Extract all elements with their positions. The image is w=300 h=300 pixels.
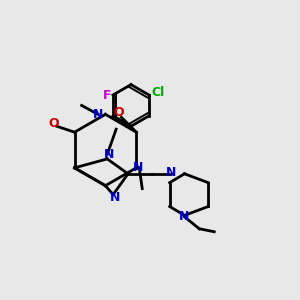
Text: N: N (93, 108, 103, 121)
Text: N: N (133, 161, 143, 174)
Text: N: N (110, 191, 120, 204)
Text: O: O (113, 106, 124, 119)
Text: N: N (179, 210, 190, 224)
Text: N: N (166, 166, 176, 179)
Text: F: F (103, 88, 111, 101)
Text: N: N (103, 148, 114, 161)
Text: O: O (48, 117, 59, 130)
Text: Cl: Cl (151, 85, 165, 98)
